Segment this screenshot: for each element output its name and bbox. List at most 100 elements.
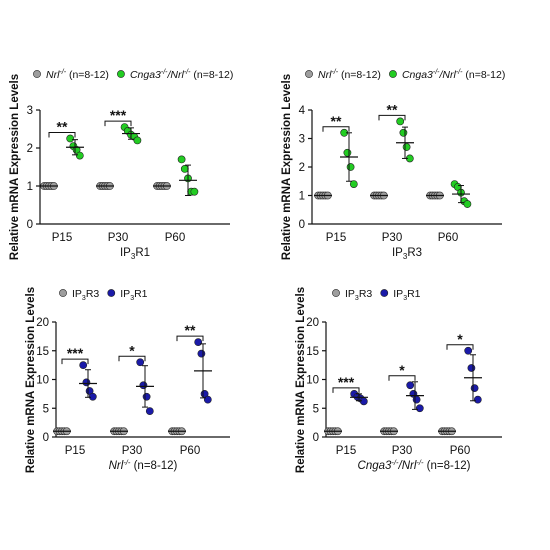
legend: Nrl-/- (n=8-12) Cnga3-/-/Nrl-/- (n=8-12) — [305, 69, 505, 81]
chart-panel-1: Relative mRNA Expression Levels 0 1 2 3 P15 P3… — [9, 69, 233, 261]
x-tick-label: P15 — [52, 232, 72, 244]
significance-stars: ** — [57, 119, 68, 135]
legend: Nrl-/- (n=8-12) Cnga3-/-/Nrl-/- (n=8-12) — [33, 69, 233, 81]
data-point — [359, 397, 368, 406]
y-tick-label: 0 — [27, 219, 33, 231]
data-point — [136, 358, 145, 367]
legend-label-base: IP — [120, 288, 130, 300]
y-tick-label: 1 — [27, 181, 33, 193]
data-point — [139, 381, 148, 390]
legend-marker — [59, 289, 67, 297]
data-point — [473, 395, 482, 404]
legend-label-tail: R1 — [134, 288, 148, 300]
data-point — [88, 392, 97, 401]
data-point — [190, 187, 199, 196]
y-tick-label: 5 — [313, 403, 319, 415]
x-axis-label-mid: /Nrl — [398, 460, 417, 472]
y-tick-label: 0 — [43, 432, 49, 444]
data-point — [406, 381, 415, 390]
data-point — [197, 349, 206, 358]
y-tick-label: 3 — [27, 105, 33, 117]
significance-stars: *** — [67, 345, 84, 361]
y-tick-label: 1 — [299, 191, 305, 203]
x-axis-label-sup: -/- — [123, 458, 131, 467]
legend-marker — [389, 70, 397, 78]
legend-label-tail: R1 — [407, 288, 421, 300]
significance-stars: *** — [338, 374, 355, 390]
legend-label: Cnga3-/-/Nrl-/- (n=8-12) — [402, 69, 505, 81]
legend-label: IP3R1 — [120, 288, 147, 302]
legend-marker — [380, 289, 389, 297]
significance-bracket — [388, 375, 416, 381]
x-axis-label-tail: (n=8-12) — [130, 460, 177, 472]
data-point — [145, 407, 154, 416]
y-tick-label: 10 — [36, 375, 49, 387]
x-axis-label-sup: -/- — [416, 458, 424, 467]
data-point — [177, 155, 186, 164]
significance-stars: *** — [110, 107, 127, 123]
legend-marker — [33, 70, 41, 78]
legend-label: IP3R3 — [72, 288, 99, 302]
x-axis-label-tail: (n=8-12) — [423, 460, 470, 472]
legend-marker — [107, 289, 116, 297]
legend-label-base: IP — [393, 288, 403, 300]
data-point — [399, 128, 408, 137]
x-axis-label: Cnga3-/-/Nrl-/- (n=8-12) — [358, 458, 471, 472]
significance-bracket — [176, 335, 204, 342]
data-point — [346, 163, 355, 171]
significance-bracket — [104, 120, 132, 127]
legend-label-sup: -/- — [161, 69, 168, 76]
legend: IP3R3 IP3R1 — [59, 288, 148, 302]
legend-label-sup: -/- — [331, 69, 338, 76]
x-axis-label-main: Cnga3 — [358, 460, 392, 472]
data-point — [203, 395, 212, 404]
y-tick-label: 20 — [306, 317, 319, 329]
x-tick-label: P15 — [336, 445, 356, 457]
significance-bracket — [118, 355, 146, 362]
x-axis-label: IP3R1 — [120, 247, 150, 261]
x-axis-label: Nrl-/- (n=8-12) — [109, 458, 178, 472]
legend-label-sub: 3 — [403, 295, 407, 302]
y-tick-label: 2 — [299, 162, 305, 174]
x-tick-label: P60 — [450, 445, 470, 457]
data-point — [194, 338, 203, 347]
significance-stars: * — [399, 362, 405, 378]
significance-bracket — [378, 114, 406, 121]
x-axis-label: IP3R3 — [392, 247, 422, 261]
x-tick-label: P30 — [392, 445, 412, 457]
legend-label-sup: -/- — [59, 69, 66, 76]
legend-label-mid: /Nrl — [167, 69, 185, 81]
data-point — [412, 395, 421, 404]
data-point — [66, 134, 75, 143]
legend-label-sub: 3 — [355, 295, 359, 302]
x-tick-label: P60 — [438, 232, 458, 244]
data-point — [464, 346, 473, 355]
legend-label-sup: -/- — [433, 69, 440, 76]
legend: IP3R3 IP3R1 — [332, 288, 421, 302]
legend-label-sub: 3 — [82, 295, 86, 302]
x-axis-label-sub: 3 — [131, 252, 136, 261]
legend-label-tail: (n=8-12) — [462, 69, 505, 81]
significance-stars: ** — [331, 113, 342, 129]
legend-label-main: Nrl — [318, 69, 332, 81]
x-axis-label-tail: R3 — [407, 247, 422, 259]
legend-label-sup: -/- — [184, 69, 191, 76]
x-axis-label-sup: -/- — [391, 458, 399, 467]
legend-label: IP3R1 — [393, 288, 420, 302]
data-point — [142, 392, 151, 401]
significance-stars: ** — [387, 101, 398, 117]
significance-stars: ** — [185, 322, 196, 338]
y-tick-label: 15 — [36, 346, 49, 358]
data-point — [82, 378, 91, 387]
chart-panel-2: Relative mRNA Expression Levels 0 1 2 3 4 P15 P… — [281, 69, 505, 261]
chart-panel-3: Relative mRNA Expression Levels 0 5 10 15 20 P… — [25, 287, 230, 473]
legend-label-tail: R3 — [86, 288, 100, 300]
legend-label-tail: (n=8-12) — [338, 69, 381, 81]
significance-stars: * — [457, 331, 463, 347]
x-tick-label: P30 — [108, 232, 128, 244]
x-tick-label: P60 — [180, 445, 200, 457]
y-tick-label: 20 — [36, 317, 49, 329]
y-axis-label: Relative mRNA Expression Levels — [25, 287, 37, 473]
legend-label: Cnga3-/-/Nrl-/- (n=8-12) — [130, 69, 233, 81]
